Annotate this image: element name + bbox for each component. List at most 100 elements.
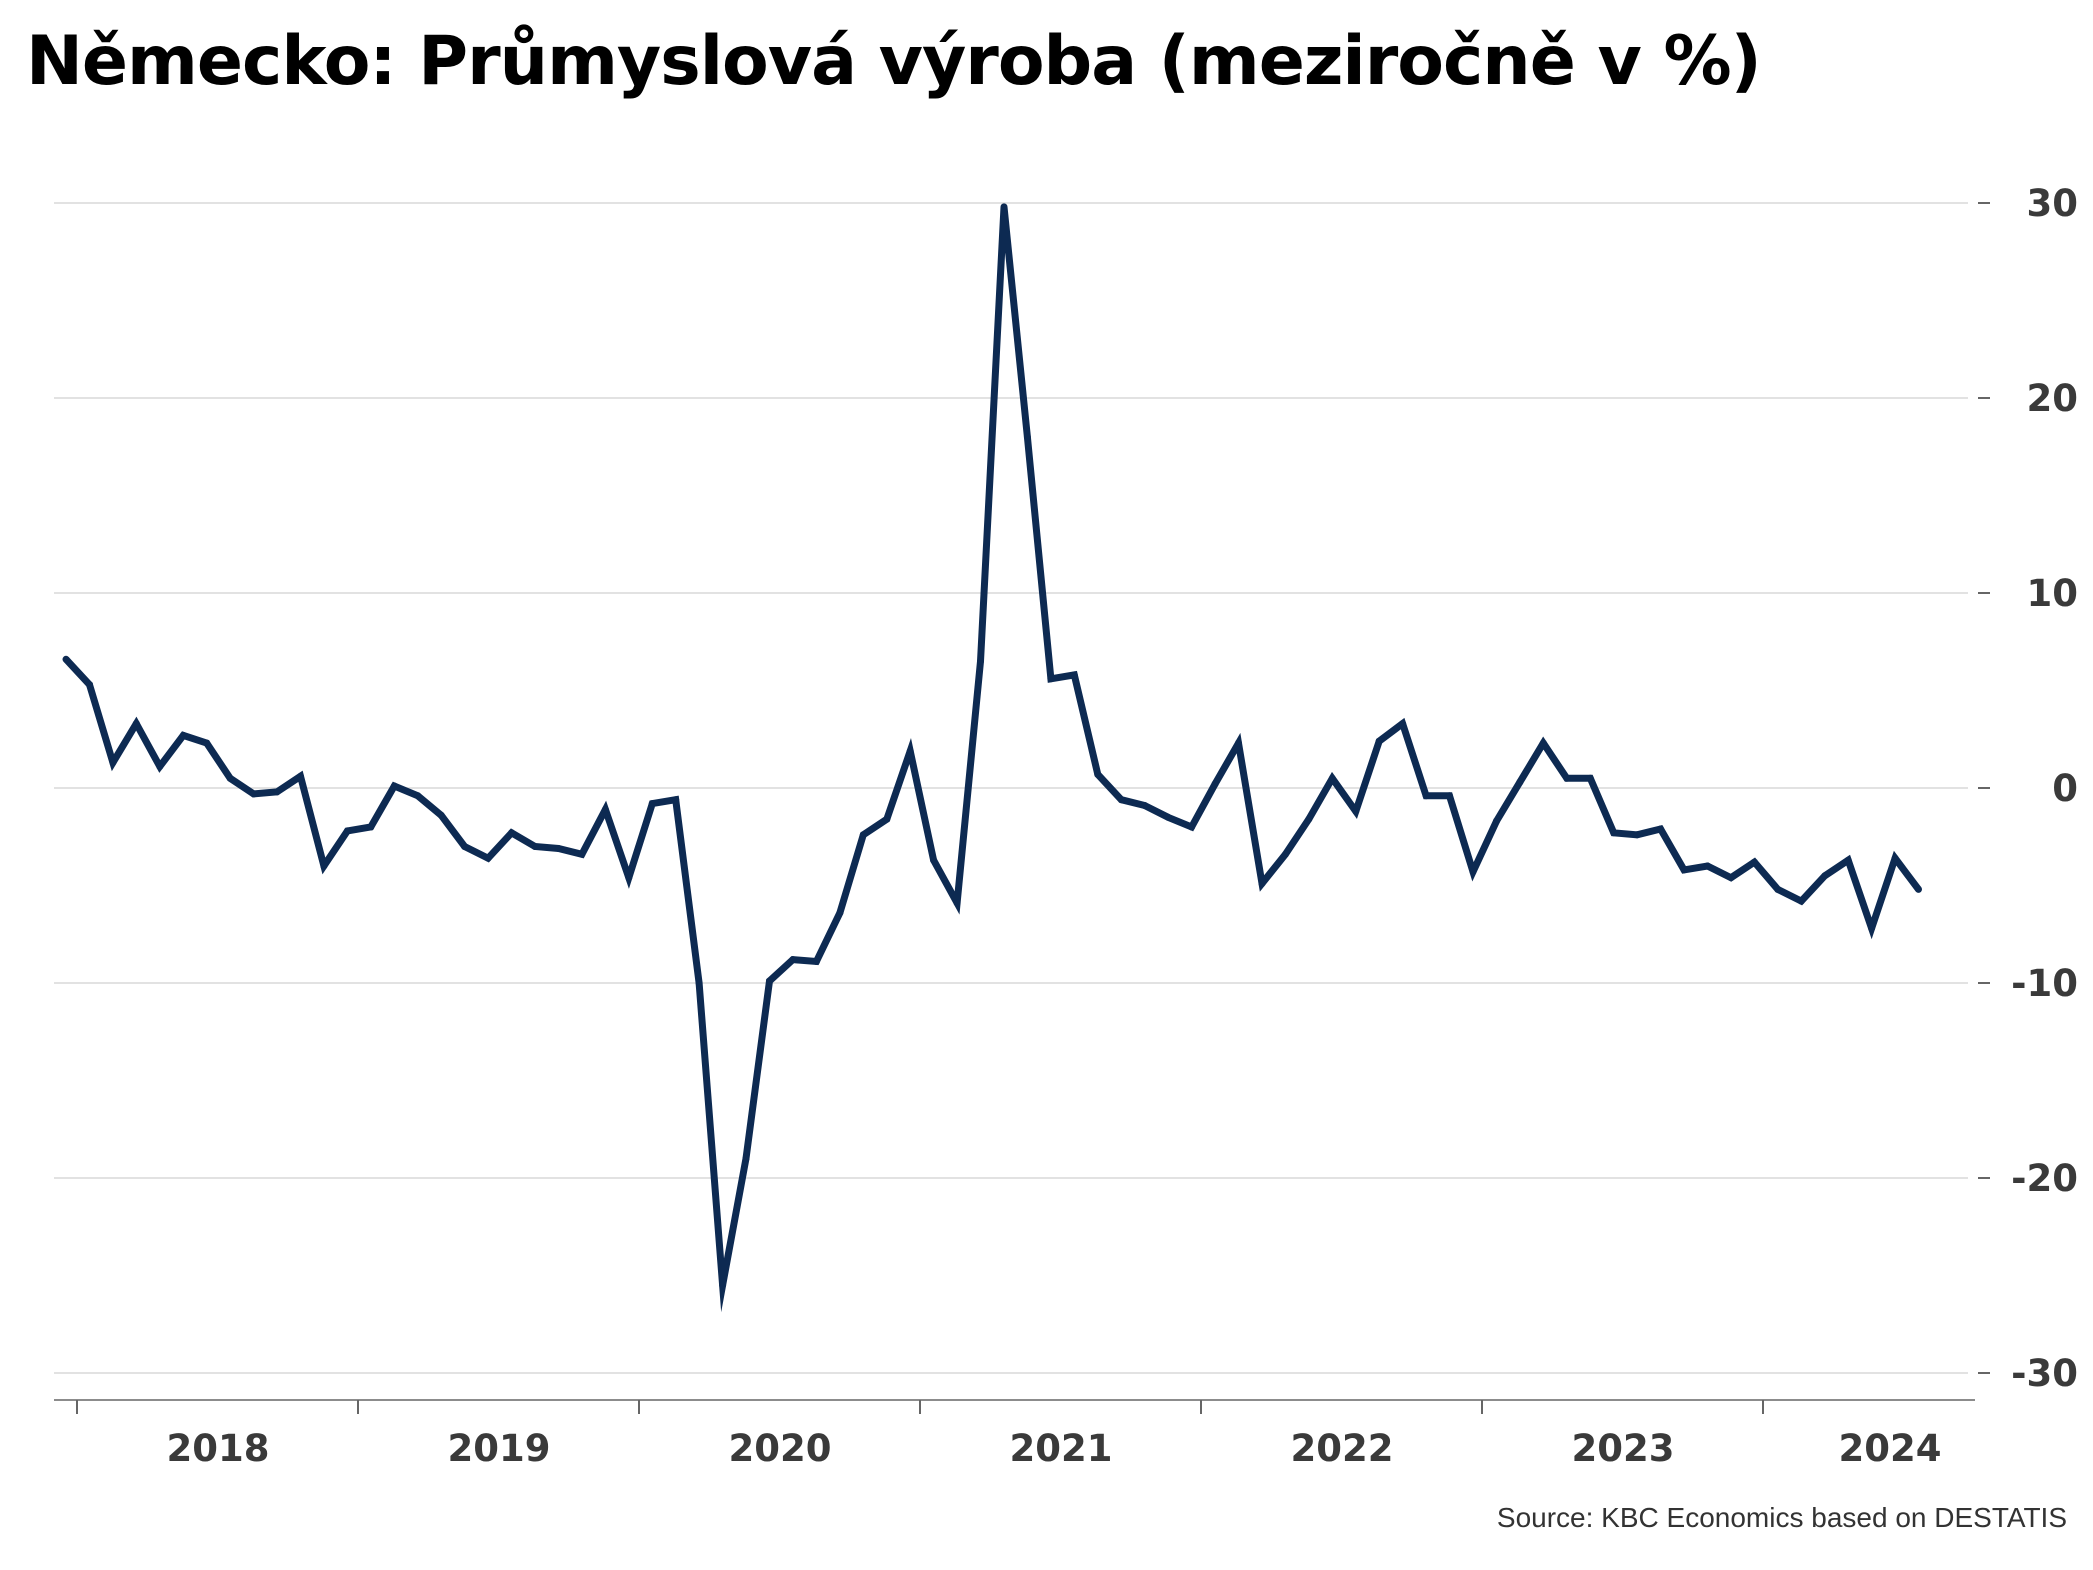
data-point xyxy=(1493,817,1500,825)
data-point xyxy=(508,829,516,837)
x-tick-label: 2021 xyxy=(1010,1427,1113,1470)
data-point xyxy=(1352,807,1360,815)
data-point xyxy=(1211,780,1219,788)
data-point xyxy=(273,788,281,796)
data-point xyxy=(1375,737,1383,745)
data-point xyxy=(179,731,187,739)
data-point xyxy=(1235,739,1242,747)
x-axis-labels: 2018 2019 2020 2021 2022 2023 2024 xyxy=(167,1427,1942,1470)
data-point xyxy=(1680,866,1688,874)
data-point xyxy=(1047,675,1055,683)
data-point xyxy=(1023,433,1031,441)
data-point xyxy=(62,655,70,663)
data-point xyxy=(203,739,211,747)
y-tick-label: -30 xyxy=(2011,1352,2078,1395)
data-point xyxy=(1586,774,1594,782)
y-tick-label: -10 xyxy=(2011,962,2078,1005)
data-point xyxy=(1563,774,1571,782)
data-point xyxy=(1117,796,1125,804)
data-point xyxy=(1657,825,1665,833)
y-axis-labels: 30 20 10 0 -10 -20 -30 xyxy=(2011,182,2078,1395)
data-point xyxy=(625,874,633,882)
data-point xyxy=(789,956,797,964)
data-point xyxy=(859,831,867,839)
x-tick-label: 2024 xyxy=(1839,1427,1942,1470)
gridlines xyxy=(54,202,1990,1374)
x-tick-label: 2022 xyxy=(1291,1427,1394,1470)
data-point xyxy=(836,909,844,917)
series-layer xyxy=(62,203,1922,1313)
x-tick-label: 2023 xyxy=(1572,1427,1675,1470)
y-tick-label: -20 xyxy=(2011,1157,2078,1200)
data-point xyxy=(297,772,304,780)
data-point xyxy=(601,806,609,813)
data-point xyxy=(250,790,258,798)
data-point xyxy=(1141,802,1149,809)
data-point xyxy=(1258,880,1266,887)
data-point xyxy=(367,823,375,831)
data-point xyxy=(1821,872,1829,880)
y-tick-label: 30 xyxy=(2027,182,2079,225)
data-point xyxy=(132,720,140,728)
source-note: Source: KBC Economics based on DESTATIS xyxy=(1496,1502,2067,1533)
data-point xyxy=(320,862,328,870)
data-point xyxy=(461,843,469,850)
data-point xyxy=(742,1155,750,1162)
x-tick-label: 2020 xyxy=(729,1427,832,1470)
data-point xyxy=(1469,868,1477,876)
data-point xyxy=(1844,856,1852,864)
data-point xyxy=(1281,850,1289,858)
data-point xyxy=(977,657,984,665)
data-point xyxy=(86,681,93,689)
data-point xyxy=(484,854,492,862)
data-point xyxy=(109,759,117,767)
data-point xyxy=(1727,874,1735,882)
chart-title: Německo: Průmyslová výroba (meziročně v … xyxy=(26,22,1762,101)
data-point xyxy=(719,1281,727,1289)
data-point xyxy=(1094,770,1102,778)
data-point xyxy=(1422,792,1430,800)
data-point xyxy=(695,979,703,987)
data-point xyxy=(437,811,445,819)
data-point xyxy=(930,856,938,864)
x-tick-label: 2018 xyxy=(167,1427,270,1470)
y-tick-label: 20 xyxy=(2027,377,2079,420)
data-point xyxy=(1164,813,1172,821)
data-point xyxy=(1070,671,1078,679)
data-point xyxy=(414,792,422,800)
data-point xyxy=(1305,815,1313,823)
y-tick-label: 10 xyxy=(2027,572,2079,615)
data-point xyxy=(1000,203,1008,211)
data-point xyxy=(1797,897,1805,905)
data-point xyxy=(672,796,680,804)
data-point xyxy=(156,763,164,770)
data-point xyxy=(1446,792,1453,800)
data-point xyxy=(648,800,656,808)
data-point xyxy=(1868,924,1876,932)
x-tick-label: 2019 xyxy=(448,1427,551,1470)
data-point xyxy=(953,899,961,907)
data-point xyxy=(1399,720,1407,728)
data-point xyxy=(1891,854,1899,862)
data-point xyxy=(812,958,820,965)
data-point xyxy=(226,774,234,782)
data-point xyxy=(390,782,398,790)
data-point xyxy=(1774,885,1782,893)
data-point xyxy=(1750,858,1758,866)
data-point xyxy=(1633,831,1641,839)
data-point xyxy=(343,827,351,835)
data-point xyxy=(1539,739,1547,747)
data-point xyxy=(531,843,539,850)
data-point xyxy=(1516,778,1524,786)
data-point xyxy=(555,845,562,852)
series-line-industrial-production xyxy=(63,206,1922,1313)
data-point xyxy=(906,747,914,755)
data-point xyxy=(1704,862,1711,870)
data-point xyxy=(1188,823,1196,831)
data-point xyxy=(578,850,586,858)
data-point xyxy=(883,815,891,823)
data-point xyxy=(1915,885,1922,893)
y-tick-label: 0 xyxy=(2052,767,2078,810)
data-point xyxy=(766,977,773,985)
